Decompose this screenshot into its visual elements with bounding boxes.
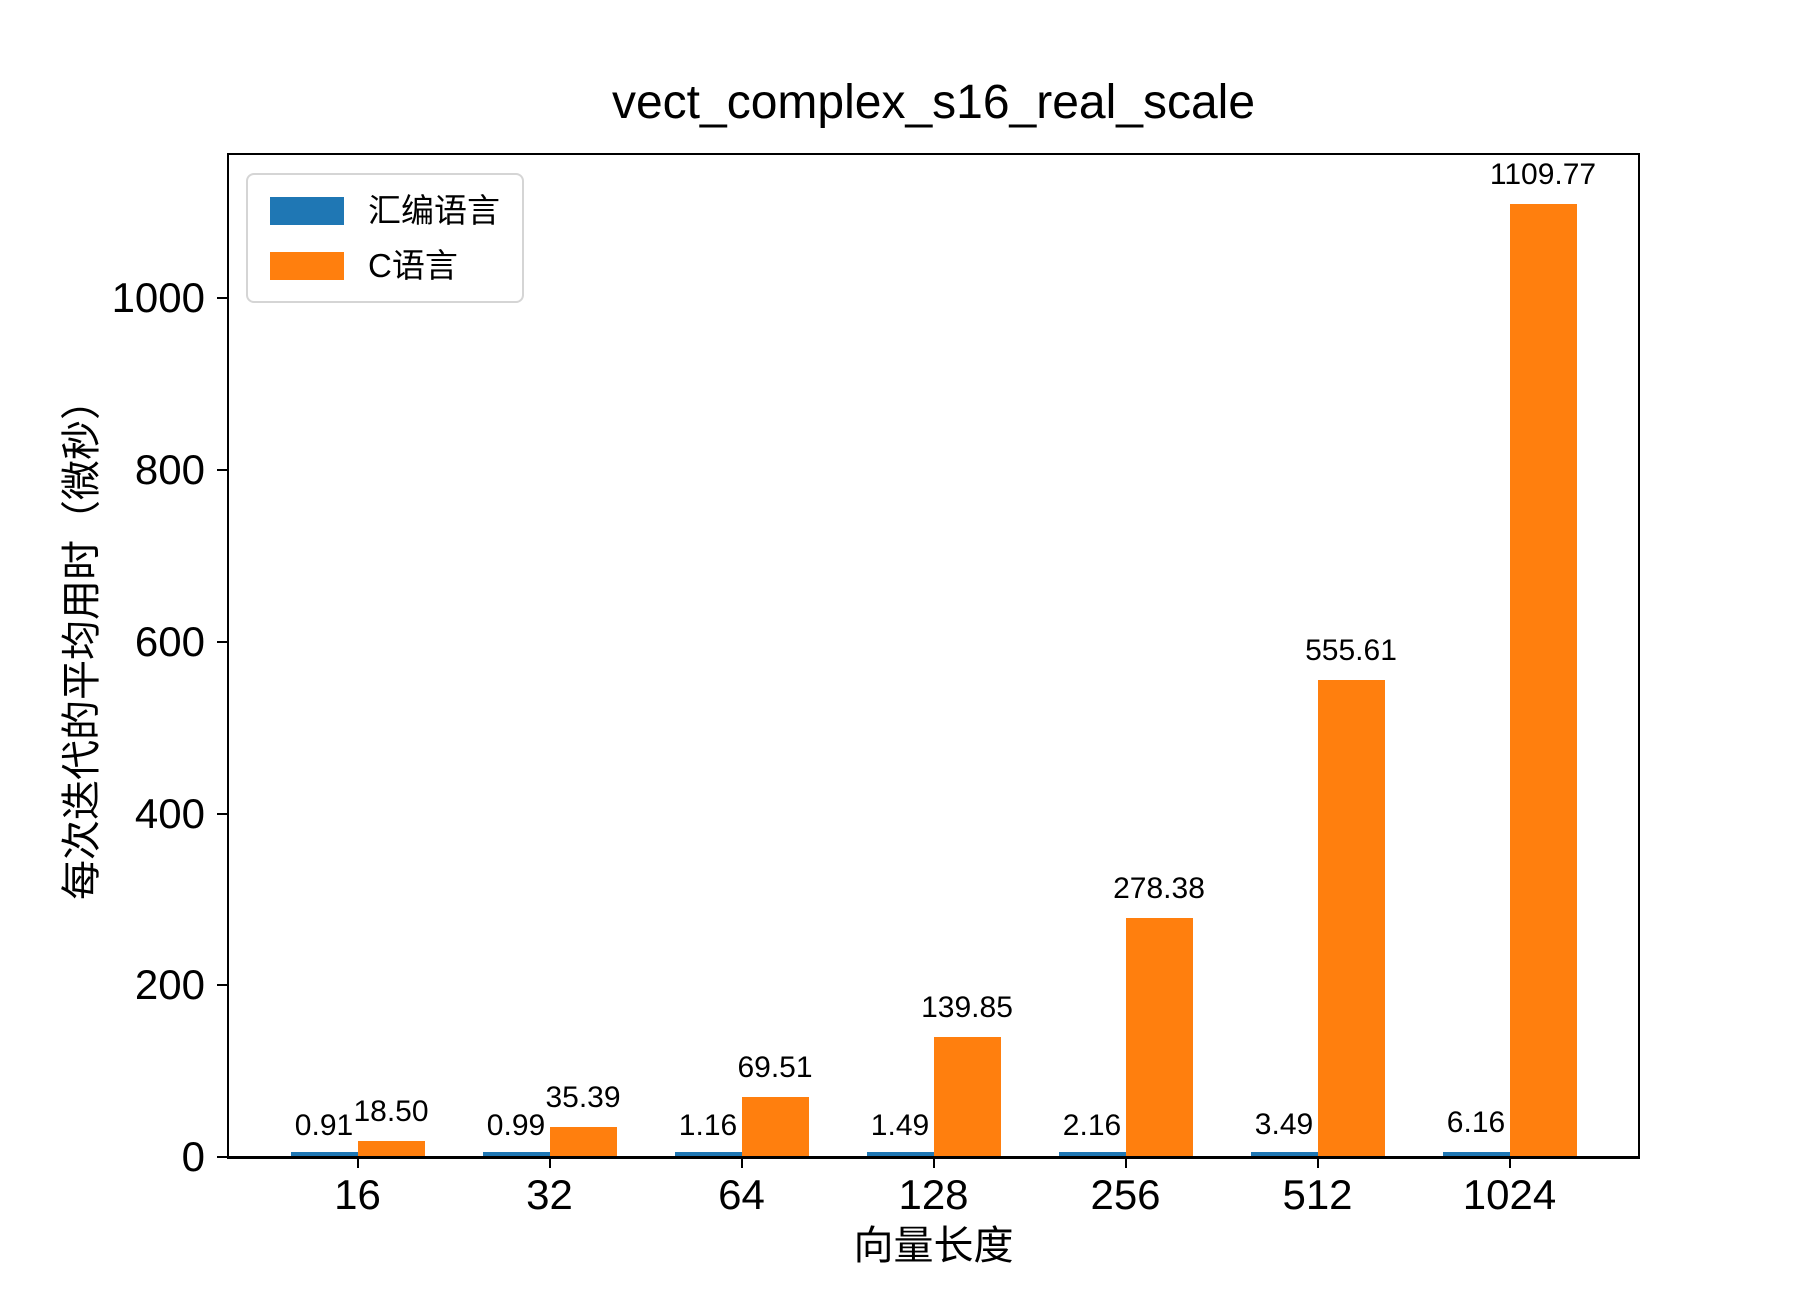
bar-value-label: 139.85: [921, 990, 1013, 1024]
bar: [741, 1097, 809, 1157]
x-tick: [740, 1159, 743, 1168]
bar-value-label: 35.39: [545, 1080, 621, 1114]
legend: 汇编语言 C语言: [246, 173, 524, 303]
bar-value-label: 6.16: [1446, 1105, 1506, 1139]
legend-label-c: C语言: [368, 247, 458, 284]
x-tick: [1508, 1159, 1511, 1168]
x-tick: [548, 1159, 551, 1168]
bar: [290, 1152, 358, 1157]
bar-value-label: 18.50: [353, 1095, 429, 1129]
bar: [1317, 679, 1385, 1157]
bar-value-label: 0.91: [294, 1109, 354, 1142]
bar: [1250, 1152, 1318, 1157]
y-tick: [217, 640, 227, 643]
x-tick-label: 128: [898, 1171, 969, 1218]
bar-value-label: 3.49: [1254, 1108, 1314, 1141]
y-tick-label: 200: [134, 961, 205, 1009]
y-tick-label: 800: [134, 446, 205, 494]
legend-item-assembly: 汇编语言: [270, 188, 500, 233]
bar-value-label: 278.38: [1113, 871, 1205, 905]
x-tick-label: 512: [1282, 1171, 1353, 1218]
x-tick: [356, 1159, 359, 1168]
bar: [1125, 917, 1193, 1157]
x-tick-label: 16: [334, 1171, 381, 1218]
legend-swatch-c-icon: [270, 251, 344, 280]
bar: [674, 1152, 742, 1157]
bar: [933, 1036, 1001, 1157]
bar: [357, 1141, 425, 1157]
plot-area: [227, 153, 1640, 1159]
y-tick: [217, 469, 227, 472]
y-tick-label: 400: [134, 789, 205, 837]
legend-swatch-assembly-icon: [270, 196, 344, 225]
x-tick-label: 256: [1090, 1171, 1161, 1218]
y-tick-label: 0: [181, 1133, 205, 1180]
bar-value-label: 1.16: [678, 1109, 738, 1142]
x-axis-label: 向量长度: [853, 1224, 1014, 1268]
x-tick: [1124, 1159, 1127, 1168]
x-tick: [1316, 1159, 1319, 1168]
y-tick: [217, 297, 227, 300]
x-tick: [932, 1159, 935, 1168]
legend-item-c: C语言: [270, 243, 500, 288]
chart-title: vect_complex_s16_real_scale: [611, 76, 1256, 129]
x-tick-label: 1024: [1462, 1171, 1557, 1218]
y-tick: [217, 1156, 227, 1158]
bar-value-label: 69.51: [737, 1051, 813, 1085]
bar-value-label: 555.61: [1305, 633, 1397, 667]
y-tick: [217, 984, 227, 987]
legend-label-assembly: 汇编语言: [368, 192, 500, 229]
x-tick-label: 64: [718, 1171, 765, 1218]
bar-value-label: 1.49: [870, 1109, 930, 1142]
y-tick: [217, 812, 227, 815]
bar: [1509, 204, 1577, 1157]
y-tick-label: 600: [134, 617, 205, 665]
bar: [866, 1152, 934, 1157]
bar: [1442, 1151, 1510, 1157]
bar: [549, 1126, 617, 1157]
bar-value-label: 0.99: [486, 1109, 546, 1142]
x-axis-line: [229, 1156, 1638, 1158]
bar-value-label: 1109.77: [1489, 158, 1597, 192]
bar: [482, 1152, 550, 1157]
bar-value-label: 2.16: [1062, 1109, 1122, 1142]
x-tick-label: 32: [526, 1171, 573, 1218]
bar: [1058, 1152, 1126, 1157]
y-tick-label: 1000: [111, 274, 205, 322]
